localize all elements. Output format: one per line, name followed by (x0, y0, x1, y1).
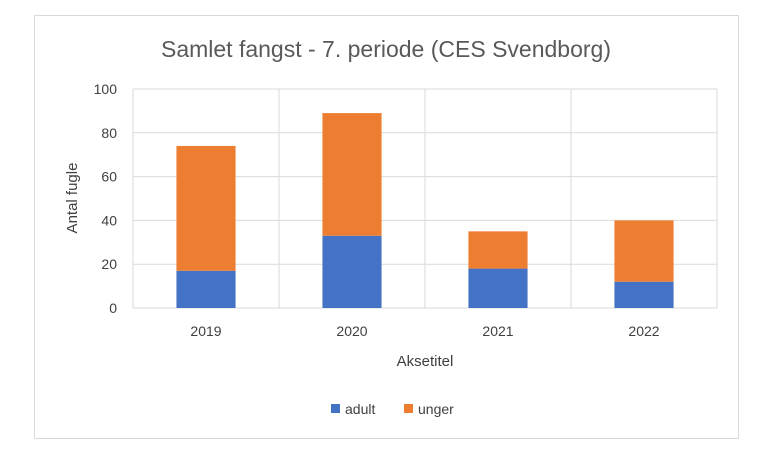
bar-adult-2019 (176, 270, 236, 308)
y-tick-label: 60 (101, 169, 117, 185)
y-tick-label: 20 (101, 256, 117, 272)
y-axis-title: Antal fugle (64, 163, 81, 234)
y-tick-label: 0 (109, 300, 117, 316)
bar-adult-2020 (322, 235, 382, 308)
x-tick-label: 2019 (190, 323, 221, 339)
legend-swatch-adult (331, 404, 340, 413)
bar-adult-2021 (468, 268, 528, 308)
y-tick-label: 100 (94, 81, 118, 97)
bar-adult-2022 (614, 281, 674, 308)
legend-label-adult: adult (345, 401, 375, 417)
legend: adult unger (331, 401, 454, 417)
legend-label-unger: unger (418, 401, 454, 417)
legend-swatch-unger (404, 404, 413, 413)
y-axis-ticks: 0 20 40 60 80 100 (94, 81, 118, 316)
chart-title: Samlet fangst - 7. periode (CES Svendbor… (161, 36, 611, 62)
x-tick-label: 2022 (628, 323, 659, 339)
x-axis-ticks: 2019 2020 2021 2022 (190, 323, 659, 339)
x-axis-title: Aksetitel (397, 353, 454, 370)
x-tick-label: 2021 (482, 323, 513, 339)
bars (176, 113, 674, 308)
bar-unger-2019 (176, 145, 236, 271)
bar-unger-2021 (468, 231, 528, 269)
y-tick-label: 80 (101, 125, 117, 141)
y-tick-label: 40 (101, 212, 117, 228)
bar-unger-2022 (614, 220, 674, 282)
x-tick-label: 2020 (336, 323, 367, 339)
bar-unger-2020 (322, 113, 382, 236)
